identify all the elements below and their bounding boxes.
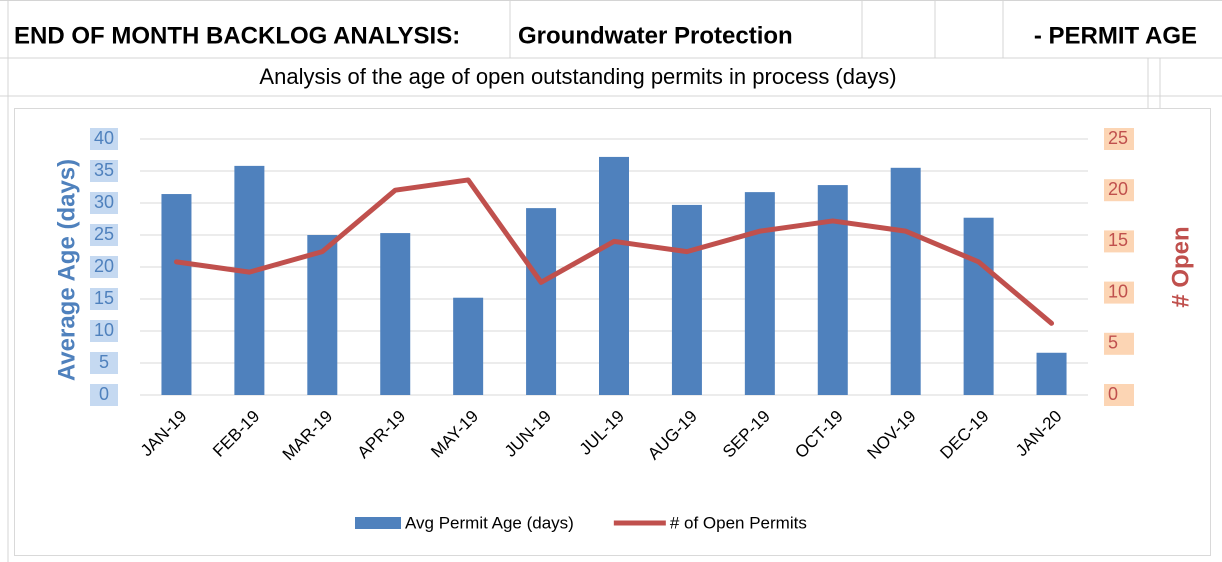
bar bbox=[161, 194, 192, 395]
tick-highlight bbox=[1104, 332, 1134, 355]
tick-highlight bbox=[90, 256, 118, 278]
tick-highlight bbox=[1104, 281, 1134, 304]
tick-highlight bbox=[90, 192, 118, 214]
subtitle: Analysis of the age of open outstanding … bbox=[259, 64, 896, 89]
y-axis-title: Average Age (days) bbox=[53, 159, 80, 381]
tick-highlight bbox=[1104, 128, 1134, 150]
bar bbox=[599, 156, 629, 395]
y2-tick-label: 25 bbox=[1108, 128, 1128, 148]
y-tick-label: 35 bbox=[94, 160, 114, 180]
y2-tick-label: 0 bbox=[1108, 384, 1118, 404]
bar bbox=[234, 165, 265, 395]
y-tick-label: 40 bbox=[94, 128, 114, 148]
y-tick-label: 5 bbox=[99, 352, 109, 372]
header-cell: Groundwater Protection bbox=[518, 22, 793, 49]
y-tick-label: 30 bbox=[94, 192, 114, 212]
tick-highlight bbox=[1104, 230, 1134, 253]
tick-highlight bbox=[90, 160, 118, 182]
y-tick-label: 0 bbox=[99, 384, 109, 404]
bar bbox=[526, 208, 557, 395]
bar bbox=[744, 192, 775, 395]
line bbox=[173, 177, 1055, 326]
bar bbox=[671, 204, 702, 395]
legend-label: Avg Permit Age (days) bbox=[405, 513, 574, 532]
tick-highlight bbox=[90, 128, 118, 150]
y2-tick-label: 20 bbox=[1108, 179, 1128, 199]
bar bbox=[380, 233, 411, 395]
y2-tick-label: 10 bbox=[1108, 281, 1128, 301]
bar bbox=[890, 167, 921, 395]
y-tick-label: 25 bbox=[94, 224, 114, 244]
tick-highlight bbox=[90, 320, 118, 342]
bar bbox=[817, 185, 848, 395]
tick-highlight bbox=[90, 352, 118, 374]
bar bbox=[453, 297, 484, 395]
y-tick-label: 10 bbox=[94, 320, 114, 340]
tick-highlight bbox=[90, 384, 118, 406]
y-tick-label: 20 bbox=[94, 256, 114, 276]
header-cell: - PERMIT AGE bbox=[1034, 22, 1197, 49]
y2-tick-label: 15 bbox=[1108, 230, 1128, 250]
y2-axis-title: # Open bbox=[1167, 226, 1194, 307]
bar bbox=[307, 235, 338, 395]
tick-highlight bbox=[90, 224, 118, 246]
tick-highlight bbox=[90, 288, 118, 310]
legend-swatch bbox=[355, 517, 401, 529]
bar bbox=[963, 217, 994, 395]
tick-highlight bbox=[1104, 179, 1134, 202]
bar bbox=[1036, 352, 1067, 395]
header-cell: END OF MONTH BACKLOG ANALYSIS: bbox=[14, 22, 460, 49]
legend-label: # of Open Permits bbox=[670, 513, 807, 532]
y-tick-label: 15 bbox=[94, 288, 114, 308]
tick-highlight bbox=[1104, 384, 1134, 406]
y2-tick-label: 5 bbox=[1108, 333, 1118, 353]
